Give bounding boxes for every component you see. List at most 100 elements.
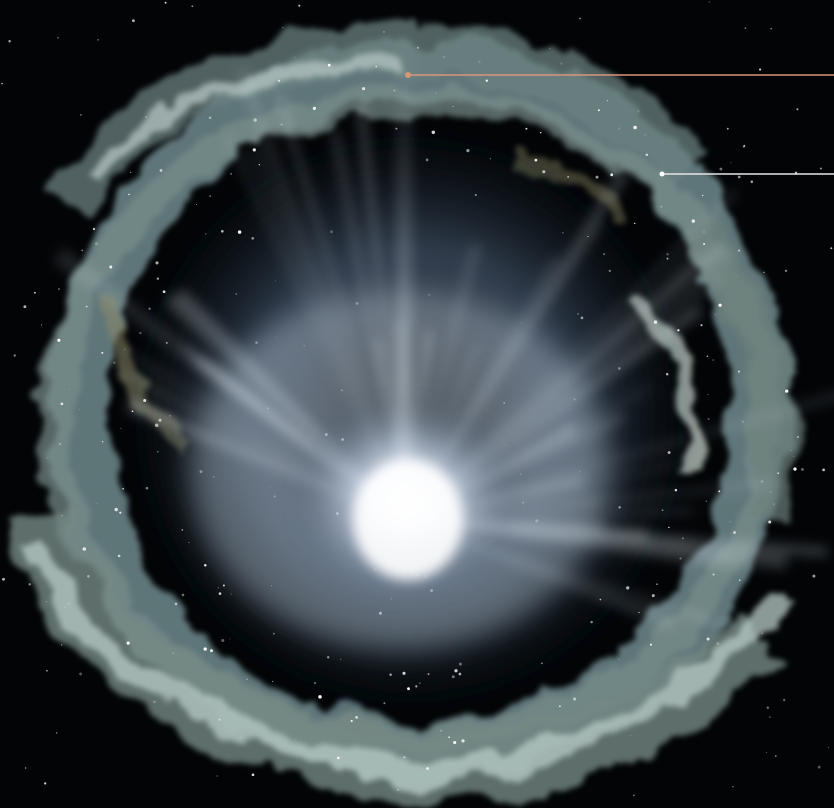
star	[830, 247, 833, 250]
star	[97, 39, 99, 41]
sparkle	[573, 697, 577, 701]
sparkle	[101, 441, 104, 443]
star	[822, 468, 825, 472]
star	[719, 167, 723, 171]
sparkle	[415, 685, 418, 688]
sparkle	[145, 486, 149, 490]
star	[579, 17, 581, 20]
sparkle	[337, 756, 340, 760]
sparkle	[375, 65, 377, 68]
sparkle	[777, 472, 780, 475]
star	[766, 706, 769, 709]
sparkle	[768, 520, 772, 524]
sparkle	[273, 632, 275, 635]
callout-lower	[659, 171, 834, 177]
sparkle	[426, 767, 429, 770]
star	[216, 775, 218, 777]
sparkle	[114, 507, 118, 512]
sparkle	[607, 100, 609, 102]
sparkle	[272, 680, 274, 682]
sparkle	[327, 656, 330, 659]
star	[79, 113, 82, 116]
star	[33, 291, 36, 294]
sparkle	[128, 193, 130, 196]
sparkle	[156, 277, 160, 280]
sparkle	[143, 398, 147, 403]
sparkle	[610, 173, 614, 177]
sparkle	[638, 611, 640, 613]
star	[656, 583, 658, 585]
star	[132, 19, 135, 23]
sparkle	[706, 355, 709, 358]
sparkle	[738, 579, 741, 582]
star	[8, 40, 11, 43]
sparkle	[389, 673, 392, 676]
star	[707, 418, 710, 420]
sparkle	[174, 602, 178, 606]
sparkle	[60, 402, 64, 406]
sparkle	[706, 637, 710, 641]
star	[726, 127, 729, 130]
star	[13, 354, 16, 357]
sparkle	[718, 303, 722, 307]
star	[549, 47, 551, 49]
sparkle	[763, 271, 765, 273]
star	[251, 773, 255, 777]
sparkle	[58, 288, 60, 290]
sparkle	[595, 175, 599, 179]
sparkle	[222, 584, 225, 587]
ring-sparkles	[57, 46, 797, 791]
sparkle	[567, 176, 569, 178]
sparkle	[407, 687, 410, 691]
star	[819, 167, 822, 170]
sparkle	[597, 109, 600, 112]
sparkle	[119, 511, 122, 514]
sparkle	[155, 261, 159, 265]
sparkle	[677, 329, 680, 332]
star	[651, 594, 655, 598]
star	[769, 716, 771, 718]
star	[770, 27, 773, 30]
sparkle	[362, 87, 366, 91]
star	[41, 324, 43, 326]
sparkle	[355, 716, 358, 719]
star	[298, 4, 301, 7]
sparkle	[534, 158, 538, 162]
star	[712, 359, 714, 361]
star	[750, 180, 754, 183]
star	[57, 36, 59, 39]
star	[827, 747, 829, 748]
sparkle	[246, 678, 248, 680]
star	[56, 732, 58, 734]
callout-dot-upper	[405, 72, 411, 78]
sparkle	[165, 341, 168, 344]
sparkle	[702, 194, 704, 197]
star	[81, 249, 84, 252]
sparkle	[661, 509, 664, 512]
sparkle	[587, 235, 589, 238]
sparkle	[793, 467, 797, 471]
sparkle	[218, 718, 221, 721]
sparkle	[188, 542, 190, 544]
sparkle	[542, 170, 546, 174]
star	[761, 632, 764, 635]
sparkle	[154, 423, 159, 428]
sparkle	[130, 171, 132, 173]
sparkle	[148, 307, 151, 310]
sparkle	[440, 730, 442, 732]
star	[632, 794, 635, 797]
sparkle	[599, 598, 602, 601]
sparkle	[383, 702, 386, 705]
sparkle	[57, 338, 61, 342]
sparkle	[122, 488, 124, 490]
callout-dot-lower	[659, 171, 665, 177]
star	[765, 752, 767, 754]
star	[732, 785, 734, 788]
sparkle	[327, 63, 331, 67]
sparkle	[117, 554, 121, 558]
sparkle	[92, 227, 96, 231]
sparkle	[682, 537, 684, 539]
callout-upper	[405, 72, 834, 78]
sparkle	[448, 736, 450, 739]
sparkle	[718, 490, 721, 493]
